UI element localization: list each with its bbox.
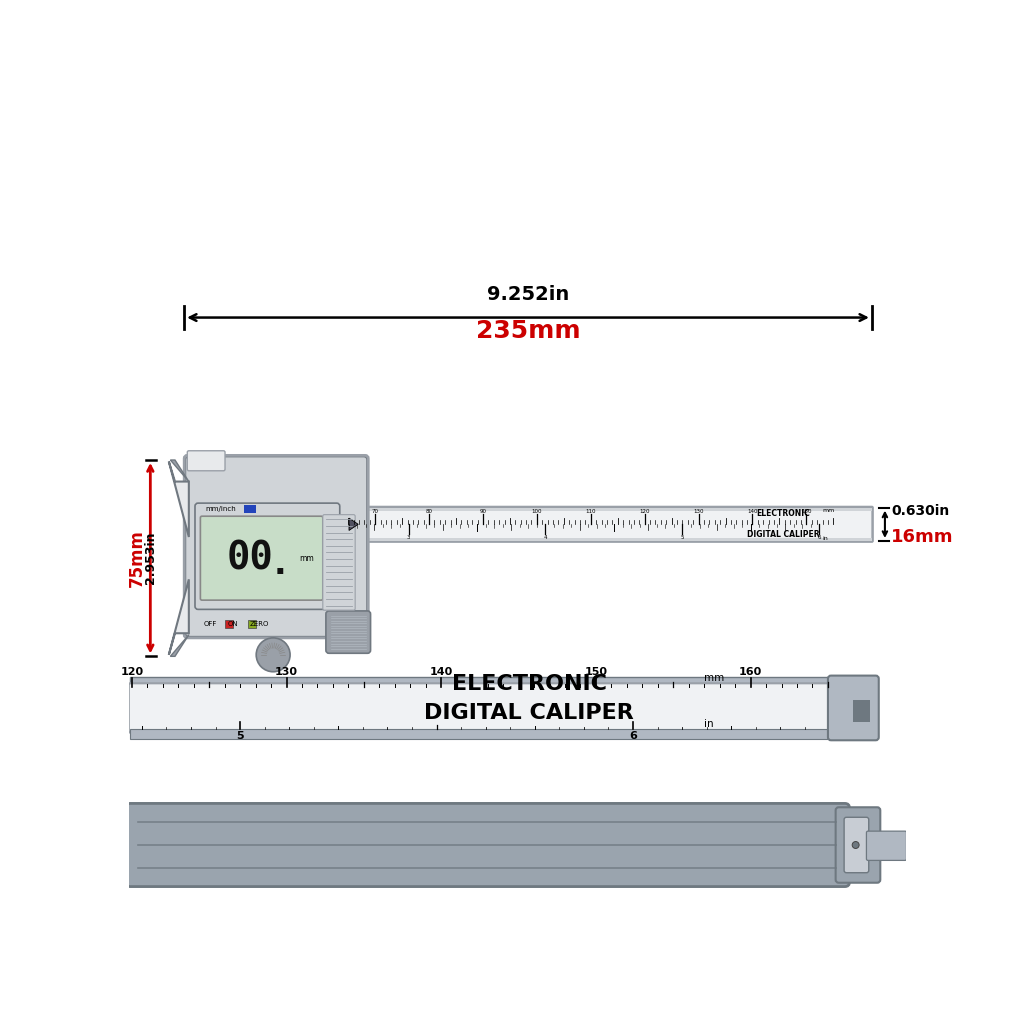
Text: ON: ON: [228, 621, 238, 627]
Text: 16mm: 16mm: [891, 528, 953, 546]
FancyBboxPatch shape: [347, 507, 873, 541]
Text: ELECTRONIC: ELECTRONIC: [756, 509, 810, 518]
Polygon shape: [169, 580, 189, 654]
Text: mm: mm: [704, 673, 724, 683]
Polygon shape: [169, 462, 189, 537]
Text: DIGITAL CALIPER: DIGITAL CALIPER: [424, 703, 634, 723]
Polygon shape: [171, 635, 189, 656]
Text: 130: 130: [275, 668, 298, 677]
Text: 70: 70: [372, 508, 379, 513]
Text: 90: 90: [480, 508, 487, 513]
FancyBboxPatch shape: [844, 817, 869, 873]
Bar: [247, 620, 257, 628]
Text: 120: 120: [639, 508, 649, 513]
Bar: [852, 700, 870, 722]
Text: 130: 130: [693, 508, 704, 513]
Text: ELECTRONIC: ELECTRONIC: [451, 675, 607, 695]
Text: ZERO: ZERO: [249, 621, 269, 627]
Text: 110: 110: [586, 508, 596, 513]
Text: 0.630in: 0.630in: [891, 504, 949, 518]
Text: 150: 150: [585, 668, 607, 677]
Text: 3: 3: [407, 535, 410, 540]
Bar: [130, 729, 835, 738]
FancyBboxPatch shape: [185, 457, 368, 637]
Text: 00: 00: [226, 539, 273, 577]
Circle shape: [257, 638, 290, 672]
Text: mm: mm: [300, 553, 314, 563]
Text: 160: 160: [739, 668, 763, 677]
FancyBboxPatch shape: [828, 676, 879, 740]
FancyBboxPatch shape: [187, 450, 225, 471]
Text: .: .: [273, 548, 286, 581]
Text: 150: 150: [801, 508, 812, 513]
Text: 6: 6: [629, 731, 637, 741]
Text: DIGITAL CALIPER: DIGITAL CALIPER: [747, 530, 819, 539]
Polygon shape: [171, 460, 189, 482]
Text: 9.252in: 9.252in: [487, 286, 570, 304]
Text: OFF: OFF: [203, 621, 217, 627]
Polygon shape: [349, 518, 359, 530]
FancyBboxPatch shape: [867, 831, 907, 861]
Text: 100: 100: [531, 508, 542, 513]
Text: 6: 6: [817, 535, 821, 540]
Text: 5: 5: [681, 535, 684, 540]
FancyBboxPatch shape: [129, 684, 837, 732]
Text: 235mm: 235mm: [476, 319, 581, 343]
Text: mm/inch: mm/inch: [206, 506, 236, 512]
Text: 5: 5: [236, 731, 244, 741]
Text: in: in: [822, 536, 828, 540]
Bar: [348, 508, 872, 511]
Text: 120: 120: [120, 668, 143, 677]
Text: 2.953in: 2.953in: [143, 532, 157, 585]
FancyBboxPatch shape: [195, 503, 339, 609]
FancyBboxPatch shape: [125, 803, 849, 887]
Text: in: in: [704, 719, 714, 729]
FancyBboxPatch shape: [835, 807, 881, 883]
FancyBboxPatch shape: [326, 611, 371, 653]
FancyBboxPatch shape: [323, 515, 356, 610]
FancyBboxPatch shape: [200, 516, 323, 600]
Circle shape: [852, 841, 860, 848]
Text: 140: 140: [747, 508, 758, 513]
Text: 4: 4: [543, 535, 547, 540]
Text: 80: 80: [425, 508, 432, 513]
Bar: [130, 677, 835, 685]
Bar: [244, 505, 256, 513]
Text: 140: 140: [429, 668, 452, 677]
Text: 75mm: 75mm: [127, 529, 145, 587]
Text: mm: mm: [822, 508, 835, 513]
Bar: [348, 537, 872, 540]
Bar: [225, 620, 233, 628]
